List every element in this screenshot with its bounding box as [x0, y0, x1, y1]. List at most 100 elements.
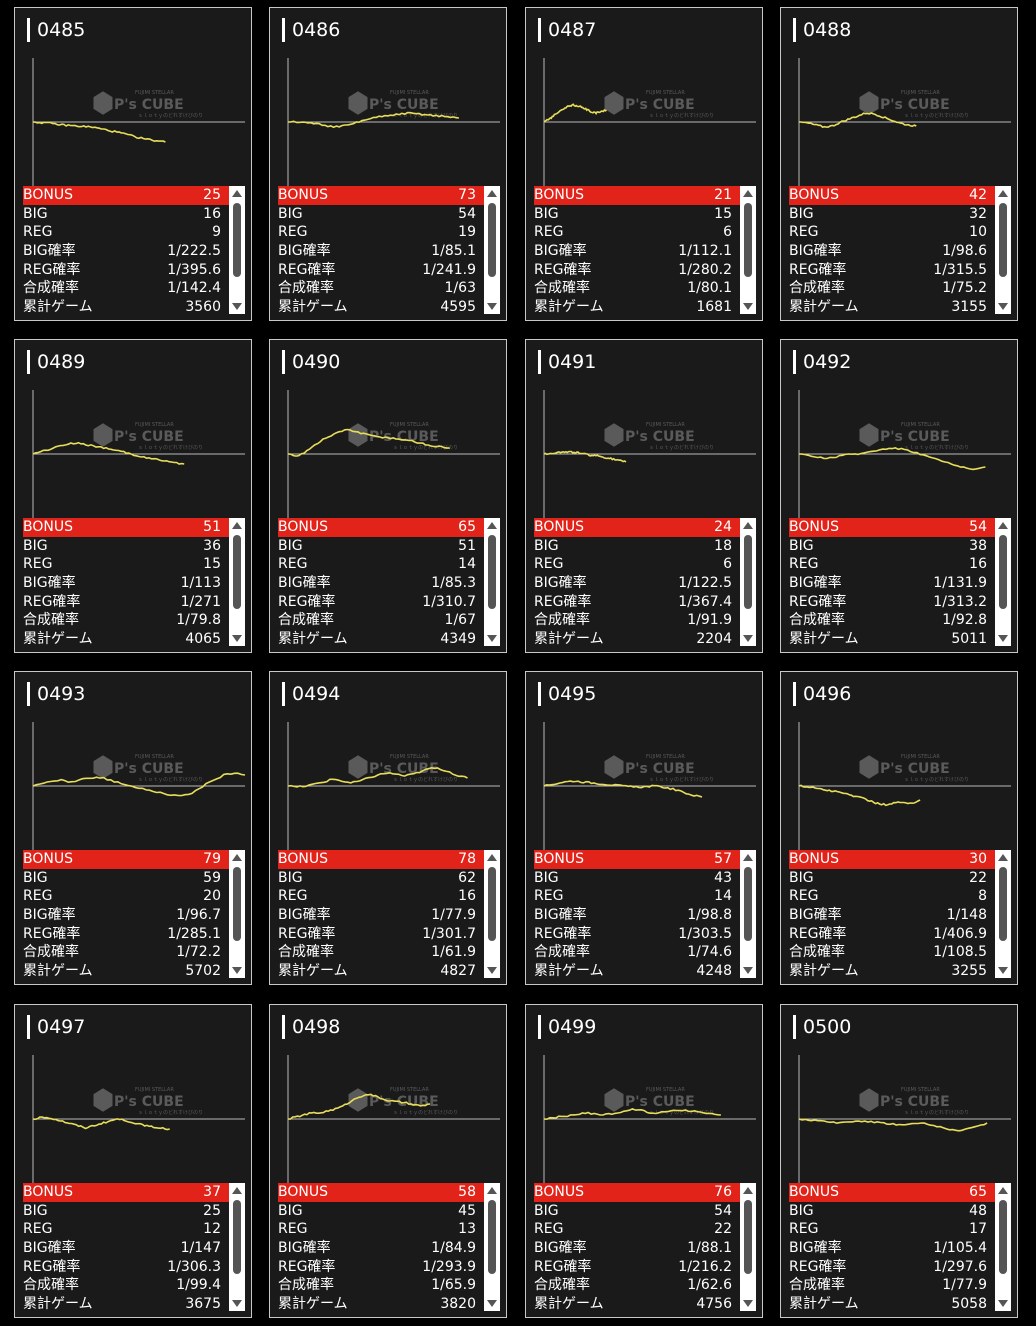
machine-card-0490[interactable]: 0490 FUJIMI STELLAR P's CUBE ｓｌｏｔｙのどれすけび…	[269, 339, 507, 653]
stats-table[interactable]: BONUS 78 BIG 62 REG 16 BIG確率 1/77.9 REG確率 1/3…	[278, 850, 500, 978]
stats-scrollbar[interactable]	[229, 850, 245, 978]
scroll-down-arrow-icon[interactable]	[487, 967, 497, 974]
stats-table[interactable]: BONUS 58 BIG 45 REG 13 BIG確率 1/84.9 REG確率 1/2…	[278, 1183, 500, 1311]
scroll-down-arrow-icon[interactable]	[743, 303, 753, 310]
machine-card-0487[interactable]: 0487 FUJIMI STELLAR P's CUBE ｓｌｏｔｙのどれすけび…	[525, 7, 763, 321]
scroll-up-arrow-icon[interactable]	[232, 854, 242, 861]
stats-scrollbar[interactable]	[740, 1183, 756, 1311]
stats-scrollbar[interactable]	[740, 186, 756, 314]
scroll-up-arrow-icon[interactable]	[487, 854, 497, 861]
stats-table[interactable]: BONUS 65 BIG 51 REG 14 BIG確率 1/85.3 REG確率 1/3…	[278, 518, 500, 646]
scroll-thumb[interactable]	[999, 867, 1007, 941]
stats-table[interactable]: BONUS 73 BIG 54 REG 19 BIG確率 1/85.1 REG確率 1/2…	[278, 186, 500, 314]
scroll-down-arrow-icon[interactable]	[998, 303, 1008, 310]
stats-scrollbar[interactable]	[229, 186, 245, 314]
scroll-up-arrow-icon[interactable]	[998, 854, 1008, 861]
scroll-thumb[interactable]	[744, 867, 752, 941]
scroll-thumb[interactable]	[999, 203, 1007, 277]
scroll-thumb[interactable]	[233, 867, 241, 941]
stats-table[interactable]: BONUS 21 BIG 15 REG 6 BIG確率 1/112.1 REG確率 1/2…	[534, 186, 756, 314]
scroll-up-arrow-icon[interactable]	[743, 1187, 753, 1194]
scroll-down-arrow-icon[interactable]	[487, 303, 497, 310]
big-rate-row: BIG確率 1/85.3	[278, 574, 500, 593]
scroll-down-arrow-icon[interactable]	[232, 635, 242, 642]
scroll-down-arrow-icon[interactable]	[743, 1300, 753, 1307]
scroll-up-arrow-icon[interactable]	[487, 1187, 497, 1194]
stats-table[interactable]: BONUS 54 BIG 38 REG 16 BIG確率 1/131.9 REG確率 1/…	[789, 518, 1011, 646]
scroll-thumb[interactable]	[488, 1200, 496, 1274]
scroll-up-arrow-icon[interactable]	[487, 522, 497, 529]
stats-table[interactable]: BONUS 57 BIG 43 REG 14 BIG確率 1/98.8 REG確率 1/3…	[534, 850, 756, 978]
scroll-down-arrow-icon[interactable]	[232, 1300, 242, 1307]
scroll-up-arrow-icon[interactable]	[232, 190, 242, 197]
scroll-down-arrow-icon[interactable]	[232, 967, 242, 974]
scroll-up-arrow-icon[interactable]	[487, 190, 497, 197]
stats-table[interactable]: BONUS 79 BIG 59 REG 20 BIG確率 1/96.7 REG確率 1/2…	[23, 850, 245, 978]
scroll-down-arrow-icon[interactable]	[487, 1300, 497, 1307]
scroll-down-arrow-icon[interactable]	[232, 303, 242, 310]
stats-table[interactable]: BONUS 76 BIG 54 REG 22 BIG確率 1/88.1 REG確率 1/2…	[534, 1183, 756, 1311]
stats-table[interactable]: BONUS 30 BIG 22 REG 8 BIG確率 1/148 REG確率 1/406…	[789, 850, 1011, 978]
stats-scrollbar[interactable]	[740, 850, 756, 978]
scroll-down-arrow-icon[interactable]	[998, 1300, 1008, 1307]
stats-scrollbar[interactable]	[995, 850, 1011, 978]
stats-table[interactable]: BONUS 65 BIG 48 REG 17 BIG確率 1/105.4 REG確率 1/…	[789, 1183, 1011, 1311]
scroll-up-arrow-icon[interactable]	[743, 522, 753, 529]
scroll-up-arrow-icon[interactable]	[232, 522, 242, 529]
scroll-thumb[interactable]	[233, 1200, 241, 1274]
machine-card-0491[interactable]: 0491 FUJIMI STELLAR P's CUBE ｓｌｏｔｙのどれすけび…	[525, 339, 763, 653]
machine-card-0497[interactable]: 0497 FUJIMI STELLAR P's CUBE ｓｌｏｔｙのどれすけび…	[14, 1004, 252, 1318]
slump-line	[799, 112, 917, 128]
scroll-thumb[interactable]	[744, 1200, 752, 1274]
stats-table[interactable]: BONUS 42 BIG 32 REG 10 BIG確率 1/98.6 REG確率 1/3…	[789, 186, 1011, 314]
stats-table[interactable]: BONUS 51 BIG 36 REG 15 BIG確率 1/113 REG確率 1/27…	[23, 518, 245, 646]
scroll-up-arrow-icon[interactable]	[743, 190, 753, 197]
machine-card-0499[interactable]: 0499 FUJIMI STELLAR P's CUBE ｓｌｏｔｙのどれすけび…	[525, 1004, 763, 1318]
stats-scrollbar[interactable]	[484, 1183, 500, 1311]
scroll-up-arrow-icon[interactable]	[232, 1187, 242, 1194]
stats-scrollbar[interactable]	[995, 518, 1011, 646]
machine-card-0488[interactable]: 0488 FUJIMI STELLAR P's CUBE ｓｌｏｔｙのどれすけび…	[780, 7, 1018, 321]
scroll-up-arrow-icon[interactable]	[743, 854, 753, 861]
scroll-thumb[interactable]	[999, 1200, 1007, 1274]
scroll-down-arrow-icon[interactable]	[743, 635, 753, 642]
scroll-down-arrow-icon[interactable]	[743, 967, 753, 974]
machine-card-0500[interactable]: 0500 FUJIMI STELLAR P's CUBE ｓｌｏｔｙのどれすけび…	[780, 1004, 1018, 1318]
scroll-up-arrow-icon[interactable]	[998, 522, 1008, 529]
machine-card-0498[interactable]: 0498 FUJIMI STELLAR P's CUBE ｓｌｏｔｙのどれすけび…	[269, 1004, 507, 1318]
machine-card-0489[interactable]: 0489 FUJIMI STELLAR P's CUBE ｓｌｏｔｙのどれすけび…	[14, 339, 252, 653]
stats-scrollbar[interactable]	[995, 186, 1011, 314]
machine-card-0494[interactable]: 0494 FUJIMI STELLAR P's CUBE ｓｌｏｔｙのどれすけび…	[269, 671, 507, 985]
machine-card-0493[interactable]: 0493 FUJIMI STELLAR P's CUBE ｓｌｏｔｙのどれすけび…	[14, 671, 252, 985]
stats-scrollbar[interactable]	[229, 1183, 245, 1311]
stats-scrollbar[interactable]	[995, 1183, 1011, 1311]
scroll-thumb[interactable]	[233, 203, 241, 277]
scroll-up-arrow-icon[interactable]	[998, 190, 1008, 197]
stats-table[interactable]: BONUS 24 BIG 18 REG 6 BIG確率 1/122.5 REG確率 1/3…	[534, 518, 756, 646]
scroll-thumb[interactable]	[488, 535, 496, 609]
machine-card-0492[interactable]: 0492 FUJIMI STELLAR P's CUBE ｓｌｏｔｙのどれすけび…	[780, 339, 1018, 653]
scroll-thumb[interactable]	[744, 535, 752, 609]
stats-scrollbar[interactable]	[484, 518, 500, 646]
stats-scrollbar[interactable]	[740, 518, 756, 646]
scroll-thumb[interactable]	[488, 867, 496, 941]
stats-table[interactable]: BONUS 37 BIG 25 REG 12 BIG確率 1/147 REG確率 1/30…	[23, 1183, 245, 1311]
machine-card-0485[interactable]: 0485 FUJIMI STELLAR P's CUBE ｓｌｏｔｙのどれすけび…	[14, 7, 252, 321]
scroll-down-arrow-icon[interactable]	[998, 967, 1008, 974]
machine-card-0495[interactable]: 0495 FUJIMI STELLAR P's CUBE ｓｌｏｔｙのどれすけび…	[525, 671, 763, 985]
stats-scrollbar[interactable]	[484, 186, 500, 314]
scroll-thumb[interactable]	[233, 535, 241, 609]
scroll-down-arrow-icon[interactable]	[487, 635, 497, 642]
machine-card-0496[interactable]: 0496 FUJIMI STELLAR P's CUBE ｓｌｏｔｙのどれすけび…	[780, 671, 1018, 985]
machine-card-0486[interactable]: 0486 FUJIMI STELLAR P's CUBE ｓｌｏｔｙのどれすけび…	[269, 7, 507, 321]
stats-scrollbar[interactable]	[229, 518, 245, 646]
stats-scrollbar[interactable]	[484, 850, 500, 978]
scroll-down-arrow-icon[interactable]	[998, 635, 1008, 642]
scroll-thumb[interactable]	[744, 203, 752, 277]
stats-table[interactable]: BONUS 25 BIG 16 REG 9 BIG確率 1/222.5 REG確率 1/3…	[23, 186, 245, 314]
big-value: 22	[969, 869, 987, 886]
scroll-thumb[interactable]	[999, 535, 1007, 609]
scroll-up-arrow-icon[interactable]	[998, 1187, 1008, 1194]
reg-row: REG 14	[278, 555, 500, 574]
scroll-thumb[interactable]	[488, 203, 496, 277]
